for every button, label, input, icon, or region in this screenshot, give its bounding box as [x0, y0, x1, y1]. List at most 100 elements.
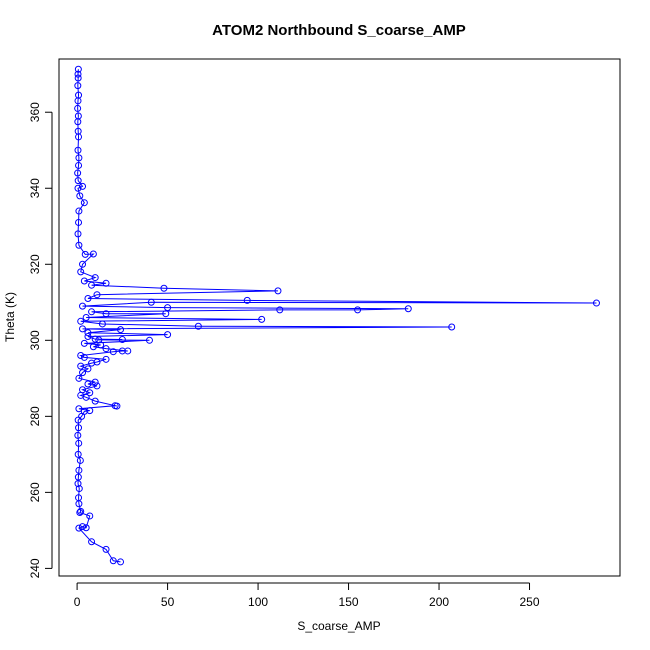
data-point: [243, 296, 251, 304]
data-point: [86, 407, 94, 415]
data-point: [75, 207, 83, 215]
data-point: [75, 466, 83, 474]
data-point: [74, 74, 82, 82]
data-point: [74, 450, 82, 458]
data-point: [75, 439, 83, 447]
data-point: [86, 512, 94, 520]
y-tick-label: 280: [28, 406, 42, 426]
y-axis: 240 260 280 300 320 340 360: [28, 102, 53, 578]
data-point: [91, 378, 99, 386]
data-point: [276, 306, 284, 314]
data-point: [77, 317, 85, 325]
data-point: [88, 538, 96, 546]
x-tick-label: 150: [339, 595, 359, 609]
data-point: [75, 91, 83, 99]
data-point: [79, 386, 87, 394]
x-tick-label: 50: [161, 595, 175, 609]
data-point: [102, 545, 110, 553]
data-point: [91, 274, 99, 282]
y-axis-label: Theta (K): [3, 292, 17, 342]
data-point: [77, 268, 85, 276]
data-point: [82, 314, 90, 321]
x-tick-label: 100: [248, 595, 268, 609]
data-point: [194, 322, 202, 330]
data-point: [74, 112, 82, 120]
data-point: [75, 161, 83, 169]
data-point: [102, 310, 110, 318]
data-point: [117, 558, 125, 566]
x-tick-label: 0: [74, 595, 81, 609]
data-point: [75, 405, 83, 413]
data-point: [258, 315, 266, 323]
data-point: [80, 277, 88, 285]
x-tick-label: 250: [520, 595, 540, 609]
data-point: [79, 182, 87, 190]
y-tick-label: 340: [28, 178, 42, 198]
data-point: [80, 199, 88, 207]
data-point: [404, 305, 412, 313]
data-point: [98, 320, 106, 328]
data-point: [79, 302, 87, 310]
data-point: [89, 250, 97, 258]
data-point: [75, 218, 83, 226]
data-point: [448, 323, 456, 331]
chart-title: ATOM2 Northbound S_coarse_AMP: [212, 22, 466, 39]
data-point: [109, 348, 117, 356]
data-point: [80, 353, 88, 361]
data-point: [74, 177, 82, 185]
data-point: [76, 192, 84, 200]
data-point: [162, 310, 170, 318]
data-point: [88, 281, 96, 289]
data-point: [74, 70, 82, 78]
data-point: [592, 299, 600, 307]
data-point: [118, 336, 126, 344]
data-point: [84, 333, 92, 341]
data-point: [75, 485, 83, 493]
x-axis-label: S_coarse_AMP: [297, 619, 380, 633]
data-point: [74, 169, 82, 177]
x-tick-label: 200: [429, 595, 449, 609]
data-point: [75, 494, 83, 502]
data-point: [95, 336, 103, 344]
data-point: [75, 424, 83, 432]
data-point: [75, 241, 83, 249]
data-point: [75, 154, 83, 162]
data-point: [74, 230, 82, 238]
data-point: [74, 184, 82, 192]
data-point: [79, 369, 87, 377]
data-point: [80, 339, 88, 347]
data-point: [124, 347, 132, 355]
data-point: [164, 331, 172, 339]
data-point: [82, 524, 90, 532]
data-point: [77, 507, 85, 515]
data-point: [74, 65, 82, 73]
x-axis: 0 50 100 150 200 250: [74, 582, 540, 609]
data-point: [274, 287, 282, 295]
data-point: [109, 557, 117, 565]
y-tick-label: 260: [28, 482, 42, 502]
series-layer: [74, 65, 600, 566]
data-point: [102, 355, 110, 363]
data-point: [79, 325, 87, 333]
plot-frame: [58, 58, 621, 577]
data-point: [88, 308, 96, 316]
data-point: [74, 431, 82, 439]
data-point: [79, 523, 87, 531]
data-point: [102, 279, 110, 287]
data-point: [93, 382, 101, 390]
data-point: [76, 456, 84, 464]
data-point: [75, 374, 83, 382]
data-point: [164, 304, 172, 312]
data-point: [77, 352, 85, 360]
data-point: [84, 365, 92, 373]
data-point: [84, 294, 92, 302]
y-tick-label: 360: [28, 102, 42, 122]
data-point: [81, 250, 89, 258]
data-point: [147, 298, 155, 306]
data-point: [74, 127, 82, 135]
y-tick-label: 320: [28, 254, 42, 274]
data-point: [74, 82, 82, 90]
data-point: [91, 335, 99, 343]
